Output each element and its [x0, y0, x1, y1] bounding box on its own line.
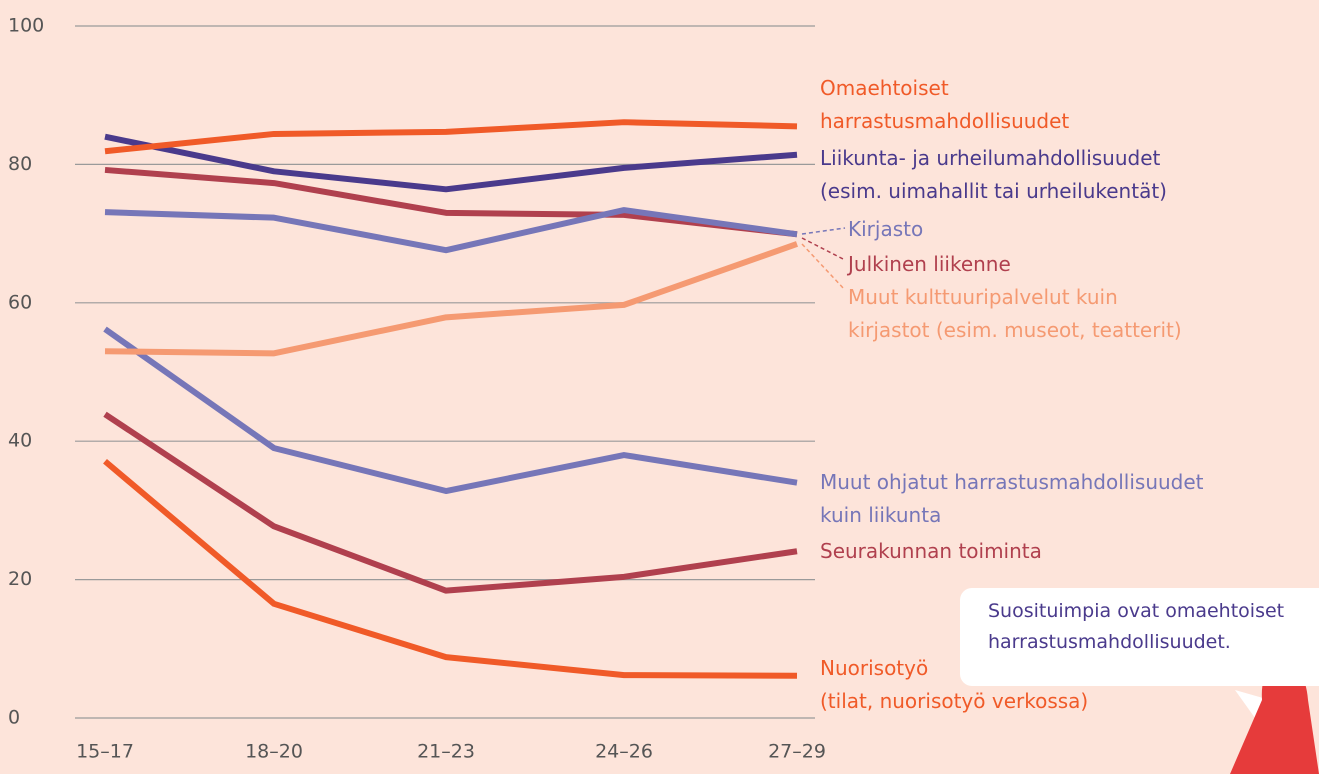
y-tick-label: 20 [8, 568, 32, 590]
x-tick-label: 18–20 [245, 741, 303, 763]
x-tick-label: 24–26 [595, 741, 653, 763]
series-line [104, 207, 798, 254]
y-tick-label: 0 [8, 707, 20, 729]
y-tick-label: 60 [8, 291, 32, 313]
y-tick-label: 80 [8, 153, 32, 175]
series-line [103, 458, 798, 679]
series-label: Seurakunnan toiminta [820, 539, 1042, 563]
y-tick-label: 40 [8, 430, 32, 452]
leader-line [801, 243, 846, 291]
y-tick-label: 100 [8, 15, 44, 37]
series-label: Nuorisotyö (tilat, nuorisotyö verkossa) [820, 656, 1089, 713]
series-line [103, 411, 798, 594]
series-line [104, 133, 798, 193]
series-label: Kirjasto [848, 217, 924, 241]
series-line [104, 241, 798, 357]
series-line [103, 326, 798, 495]
x-tick-label: 21–23 [417, 741, 475, 763]
series-label: Julkinen liikenne [848, 252, 1011, 276]
leader-line [801, 227, 846, 235]
series-label: Muut ohjatut harrastusmahdollisuudet kui… [820, 470, 1204, 527]
series-label: Muut kulttuuripalvelut kuin kirjastot (e… [848, 285, 1182, 342]
series-label: Liikunta- ja urheilumahdollisuudet (esim… [820, 146, 1167, 203]
callout: Suosituimpia ovat omaehtoiset harrastusm… [960, 588, 1319, 686]
series-label: Omaehtoiset harrastusmahdollisuudet [820, 76, 1070, 133]
series-line [104, 166, 798, 238]
leader-line [801, 237, 846, 261]
series-line [104, 119, 798, 155]
callout-text: Suosituimpia ovat omaehtoiset harrastusm… [988, 600, 1285, 653]
x-tick-label: 27–29 [768, 741, 826, 763]
x-tick-label: 15–17 [76, 741, 134, 763]
